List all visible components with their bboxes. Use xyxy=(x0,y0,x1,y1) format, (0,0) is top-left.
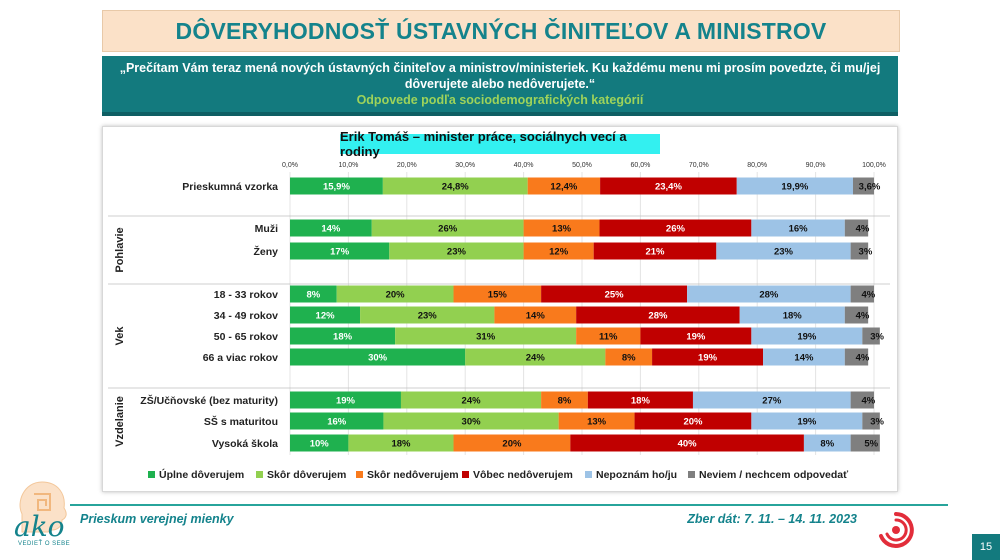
ako-logo-tagline: VEDIEŤ O SEBE xyxy=(18,541,71,547)
question-subtitle: Odpovede podľa sociodemografických kateg… xyxy=(356,93,644,107)
page-number: 15 xyxy=(972,534,1000,560)
footer-divider xyxy=(70,504,948,506)
swirl-logo-icon xyxy=(879,512,914,548)
question-text: „Prečítam Vám teraz mená nových ústavnýc… xyxy=(119,61,881,91)
chart-title: Erik Tomáš – minister práce, sociálnych … xyxy=(340,129,660,159)
footer-survey-label: Prieskum verejnej mienky xyxy=(80,512,234,526)
question-banner: „Prečítam Vám teraz mená nových ústavnýc… xyxy=(102,56,898,116)
page-title: DÔVERYHODNOSŤ ÚSTAVNÝCH ČINITEĽOV A MINI… xyxy=(175,17,827,44)
ako-logo-text: ako xyxy=(14,510,65,543)
title-banner: DÔVERYHODNOSŤ ÚSTAVNÝCH ČINITEĽOV A MINI… xyxy=(102,10,900,52)
footer-date: Zber dát: 7. 11. – 14. 11. 2023 xyxy=(687,512,857,526)
chart-panel xyxy=(102,126,898,492)
ako-head-logo-icon xyxy=(19,481,67,533)
